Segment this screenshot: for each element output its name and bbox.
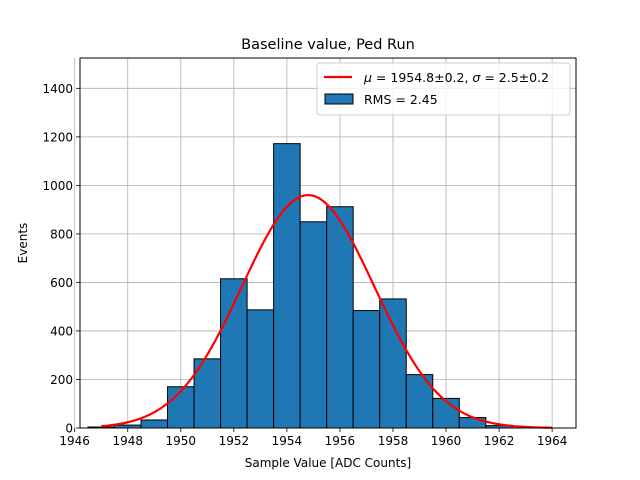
x-tick-label: 1962: [484, 434, 515, 448]
x-tick-label: 1960: [431, 434, 462, 448]
chart-title: Baseline value, Ped Run: [241, 37, 415, 53]
histogram-bar: [140, 419, 169, 429]
y-tick-label: 0: [65, 422, 73, 436]
histogram-bar: [379, 298, 407, 429]
x-tick-label: 1956: [325, 434, 356, 448]
x-tick-label: 1950: [166, 434, 197, 448]
gaussian-fit-curve: [101, 193, 553, 429]
x-axis-ticks: 1946 1948 1950 1952 1954 1956 1958 1960 1962 1964: [59, 428, 567, 448]
histogram-bar: [246, 309, 275, 429]
histogram-bar: [299, 221, 328, 429]
legend: μ = 1954.8±0.2, σ = 2.5±0.2 RMS = 2.45: [316, 62, 571, 116]
plot-frame: [79, 57, 577, 429]
y-tick-label: 1400: [42, 82, 73, 96]
y-tick-label: 1000: [42, 179, 73, 193]
histogram-bar: [167, 386, 195, 429]
y-tick-label: 800: [50, 227, 73, 241]
histogram-bar: [273, 143, 301, 429]
legend-fit-label: μ = 1954.8±0.2, σ = 2.5±0.2: [363, 70, 549, 85]
y-axis-ticks: 0 200 400 600 800 1000 1200 1400: [42, 82, 80, 436]
legend-hist-swatch: [324, 93, 354, 105]
y-tick-label: 200: [50, 373, 73, 387]
histogram-bars: [87, 143, 513, 429]
y-tick-label: 1200: [42, 130, 73, 144]
x-tick-label: 1958: [378, 434, 409, 448]
legend-box: [316, 62, 571, 116]
x-tick-label: 1954: [272, 434, 303, 448]
histogram-bar: [326, 206, 354, 429]
x-tick-label: 1964: [537, 434, 568, 448]
y-tick-label: 400: [50, 324, 73, 338]
histogram-bar: [352, 310, 381, 429]
x-tick-label: 1946: [59, 434, 90, 448]
histogram-bar: [432, 397, 460, 429]
x-axis-label: Sample Value [ADC Counts]: [245, 456, 411, 470]
y-tick-label: 600: [50, 276, 73, 290]
y-axis-label: Events: [16, 223, 30, 264]
x-tick-label: 1952: [219, 434, 250, 448]
histogram-bar: [458, 417, 487, 429]
legend-hist-label: RMS = 2.45: [364, 92, 438, 107]
x-tick-label: 1948: [112, 434, 143, 448]
